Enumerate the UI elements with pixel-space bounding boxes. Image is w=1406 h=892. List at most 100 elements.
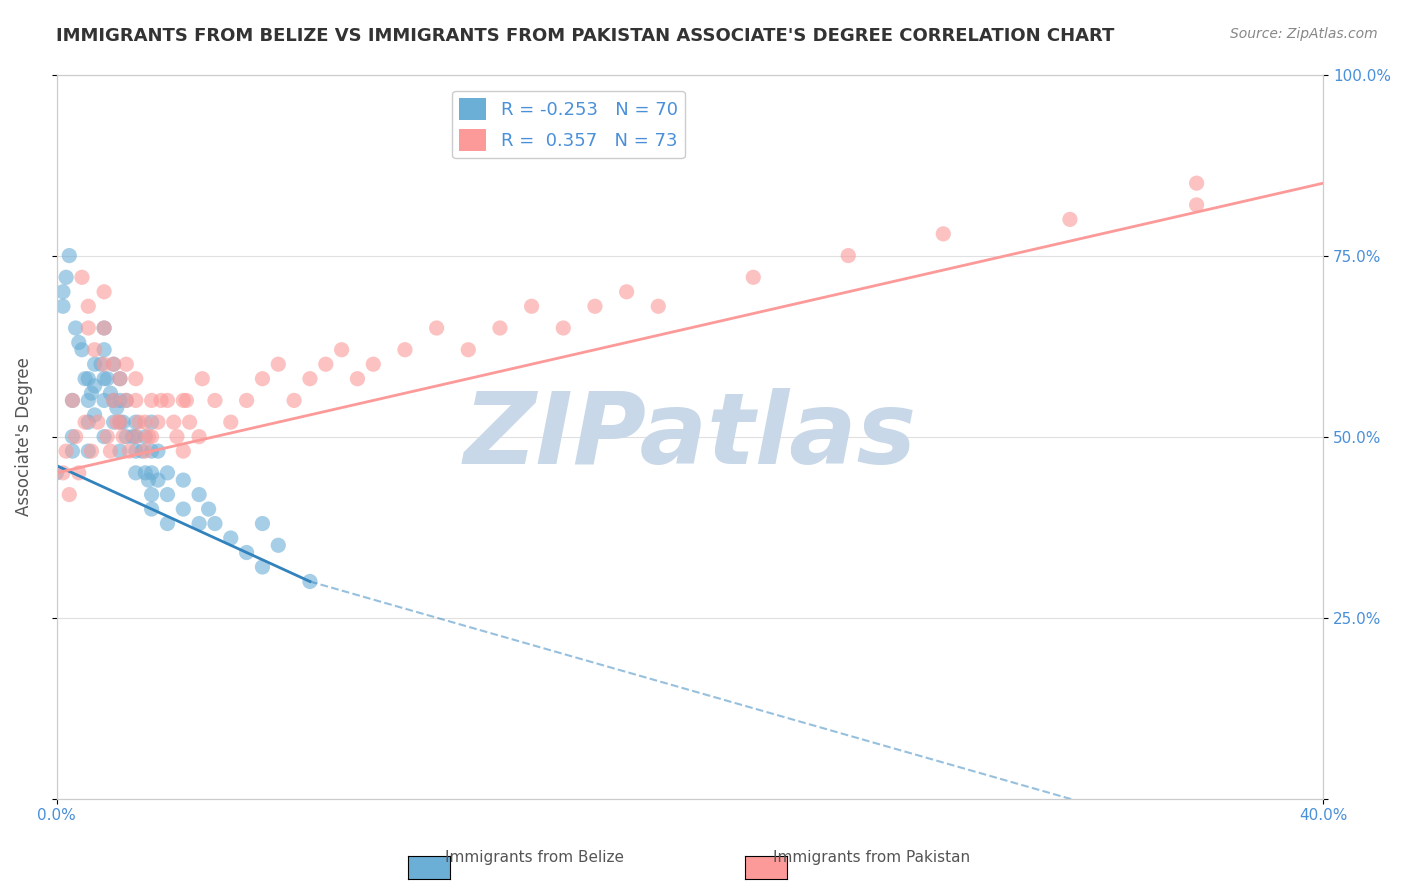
Immigrants from Pakistan bbox=[80, 444, 103, 458]
Immigrants from Belize bbox=[125, 466, 148, 480]
Immigrants from Pakistan bbox=[204, 393, 226, 408]
Immigrants from Belize bbox=[172, 473, 194, 487]
Immigrants from Pakistan bbox=[77, 299, 100, 313]
Immigrants from Belize bbox=[141, 487, 163, 501]
Immigrants from Pakistan bbox=[235, 393, 257, 408]
Immigrants from Pakistan bbox=[361, 357, 384, 371]
Immigrants from Pakistan bbox=[105, 415, 128, 429]
Immigrants from Pakistan bbox=[134, 444, 156, 458]
Immigrants from Belize bbox=[219, 531, 242, 545]
Immigrants from Belize bbox=[115, 430, 138, 444]
Text: IMMIGRANTS FROM BELIZE VS IMMIGRANTS FROM PAKISTAN ASSOCIATE'S DEGREE CORRELATIO: IMMIGRANTS FROM BELIZE VS IMMIGRANTS FRO… bbox=[56, 27, 1115, 45]
Immigrants from Pakistan bbox=[172, 444, 194, 458]
Immigrants from Pakistan bbox=[141, 393, 163, 408]
Immigrants from Pakistan bbox=[83, 343, 105, 357]
Immigrants from Pakistan bbox=[1185, 176, 1208, 190]
Immigrants from Pakistan bbox=[108, 415, 131, 429]
Immigrants from Belize bbox=[77, 372, 100, 386]
Immigrants from Belize bbox=[141, 466, 163, 480]
Immigrants from Pakistan bbox=[100, 444, 122, 458]
Immigrants from Pakistan bbox=[134, 415, 156, 429]
Immigrants from Belize bbox=[156, 466, 179, 480]
Immigrants from Belize bbox=[146, 473, 169, 487]
Immigrants from Pakistan bbox=[115, 357, 138, 371]
Immigrants from Belize bbox=[146, 444, 169, 458]
Immigrants from Pakistan bbox=[837, 249, 859, 263]
Immigrants from Belize bbox=[70, 343, 93, 357]
Immigrants from Belize bbox=[58, 249, 80, 263]
Immigrants from Pakistan bbox=[188, 430, 211, 444]
Immigrants from Pakistan bbox=[267, 357, 290, 371]
Immigrants from Belize bbox=[65, 321, 87, 335]
Immigrants from Belize bbox=[156, 487, 179, 501]
Immigrants from Belize bbox=[298, 574, 321, 589]
Text: ZIPatlas: ZIPatlas bbox=[464, 388, 917, 485]
Immigrants from Pakistan bbox=[93, 357, 115, 371]
Immigrants from Belize bbox=[62, 430, 84, 444]
Immigrants from Belize bbox=[134, 466, 156, 480]
Immigrants from Belize bbox=[267, 538, 290, 552]
Immigrants from Pakistan bbox=[128, 415, 150, 429]
Immigrants from Pakistan bbox=[176, 393, 198, 408]
Immigrants from Pakistan bbox=[330, 343, 353, 357]
Immigrants from Belize bbox=[125, 415, 148, 429]
Immigrants from Pakistan bbox=[70, 270, 93, 285]
Immigrants from Belize bbox=[96, 372, 118, 386]
Y-axis label: Associate's Degree: Associate's Degree bbox=[15, 357, 32, 516]
Immigrants from Belize bbox=[83, 379, 105, 393]
Immigrants from Pakistan bbox=[520, 299, 543, 313]
Immigrants from Belize bbox=[141, 502, 163, 516]
Immigrants from Pakistan bbox=[58, 487, 80, 501]
Immigrants from Pakistan bbox=[118, 444, 141, 458]
Immigrants from Pakistan bbox=[166, 430, 188, 444]
Immigrants from Pakistan bbox=[67, 466, 90, 480]
Immigrants from Belize bbox=[93, 343, 115, 357]
Immigrants from Pakistan bbox=[52, 466, 75, 480]
Immigrants from Belize bbox=[90, 357, 112, 371]
Immigrants from Belize bbox=[235, 545, 257, 559]
Immigrants from Belize bbox=[108, 415, 131, 429]
Immigrants from Pakistan bbox=[298, 372, 321, 386]
Immigrants from Pakistan bbox=[932, 227, 955, 241]
Immigrants from Pakistan bbox=[77, 321, 100, 335]
Immigrants from Belize bbox=[103, 393, 125, 408]
Immigrants from Belize bbox=[197, 502, 219, 516]
Immigrants from Pakistan bbox=[315, 357, 337, 371]
Immigrants from Pakistan bbox=[156, 393, 179, 408]
Immigrants from Pakistan bbox=[179, 415, 201, 429]
Immigrants from Belize bbox=[62, 444, 84, 458]
Immigrants from Pakistan bbox=[108, 372, 131, 386]
Immigrants from Pakistan bbox=[172, 393, 194, 408]
Immigrants from Pakistan bbox=[146, 415, 169, 429]
Immigrants from Belize bbox=[108, 372, 131, 386]
Immigrants from Belize bbox=[188, 516, 211, 531]
Immigrants from Belize bbox=[252, 516, 274, 531]
Immigrants from Belize bbox=[252, 560, 274, 574]
Text: Source: ZipAtlas.com: Source: ZipAtlas.com bbox=[1230, 27, 1378, 41]
Immigrants from Pakistan bbox=[150, 393, 173, 408]
Immigrants from Pakistan bbox=[103, 393, 125, 408]
Immigrants from Pakistan bbox=[647, 299, 669, 313]
Immigrants from Belize bbox=[77, 444, 100, 458]
Immigrants from Belize bbox=[131, 444, 153, 458]
Text: Immigrants from Belize: Immigrants from Belize bbox=[444, 850, 624, 865]
Immigrants from Belize bbox=[141, 444, 163, 458]
Immigrants from Belize bbox=[83, 408, 105, 422]
Immigrants from Belize bbox=[77, 415, 100, 429]
Immigrants from Belize bbox=[103, 415, 125, 429]
Immigrants from Belize bbox=[100, 386, 122, 401]
Immigrants from Pakistan bbox=[1185, 198, 1208, 212]
Immigrants from Belize bbox=[75, 372, 97, 386]
Immigrants from Pakistan bbox=[125, 372, 148, 386]
Immigrants from Pakistan bbox=[115, 393, 138, 408]
Immigrants from Pakistan bbox=[55, 444, 77, 458]
Immigrants from Belize bbox=[172, 502, 194, 516]
Immigrants from Belize bbox=[52, 299, 75, 313]
Immigrants from Pakistan bbox=[394, 343, 416, 357]
Immigrants from Pakistan bbox=[75, 415, 97, 429]
Immigrants from Pakistan bbox=[125, 430, 148, 444]
Immigrants from Belize bbox=[55, 270, 77, 285]
Immigrants from Belize bbox=[103, 357, 125, 371]
Immigrants from Belize bbox=[188, 487, 211, 501]
Immigrants from Belize bbox=[52, 285, 75, 299]
